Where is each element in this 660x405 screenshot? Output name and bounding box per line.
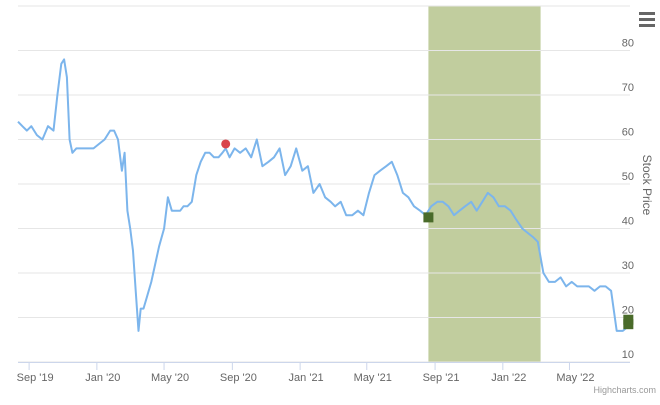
credits-text[interactable]: Highcharts.com (593, 385, 656, 395)
x-tick-label: May '20 (151, 372, 189, 384)
context-menu-button[interactable] (636, 8, 658, 30)
x-tick-label: Sep '21 (423, 372, 460, 384)
y-axis-title: Stock Price (640, 155, 654, 216)
y-tick-labels: 10 20 30 40 50 60 70 80 (622, 38, 634, 362)
x-axis (18, 362, 630, 370)
green-square-marker (623, 319, 633, 329)
x-tick-label: May '21 (354, 372, 392, 384)
y-tick-label: 50 (622, 171, 634, 183)
y-tick-label: 20 (622, 305, 634, 317)
y-tick-label: 60 (622, 127, 634, 139)
x-tick-label: May '22 (556, 372, 594, 384)
y-tick-label: 80 (622, 38, 634, 50)
y-tick-label: 30 (622, 260, 634, 272)
x-tick-label: Jan '20 (85, 372, 120, 384)
x-tick-label: Sep '19 (17, 372, 54, 384)
y-tick-label: 10 (622, 349, 634, 361)
x-tick-labels: Sep '19 Jan '20 May '20 Sep '20 Jan '21 May '… (17, 372, 595, 384)
y-tick-label: 70 (622, 82, 634, 94)
y-tick-label: 40 (622, 216, 634, 228)
x-tick-label: Sep '20 (220, 372, 257, 384)
green-square-marker (423, 212, 433, 222)
x-tick-label: Jan '22 (491, 372, 526, 384)
hamburger-menu-icon (636, 8, 658, 30)
x-tick-label: Jan '21 (289, 372, 324, 384)
red-circle-marker (221, 139, 230, 148)
